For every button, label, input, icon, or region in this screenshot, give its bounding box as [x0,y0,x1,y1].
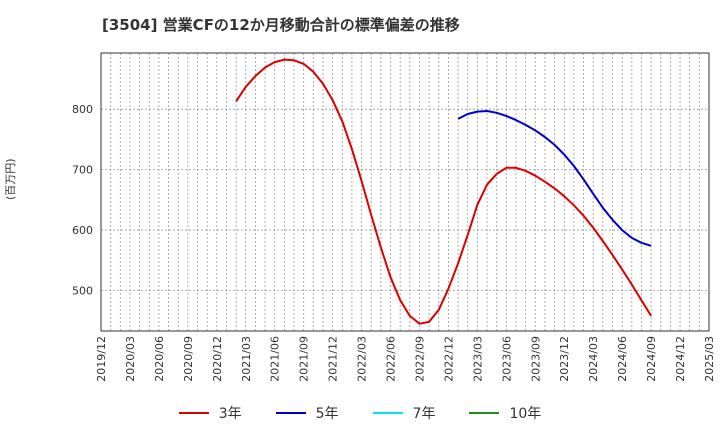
x-tick-label: 2021/09 [298,336,311,382]
x-tick-label: 2022/06 [385,336,398,382]
x-tick-label: 2024/03 [587,336,600,382]
x-tick-label: 2020/03 [124,336,137,382]
x-tick-label: 2021/06 [269,336,282,382]
legend-item: 7年 [372,403,436,423]
x-tick-label: 2023/03 [471,336,484,382]
gridlines [101,53,709,331]
x-tick-label: 2020/06 [153,336,166,382]
x-tick-label: 2024/06 [616,336,629,382]
series-line-1 [457,110,652,247]
x-tick-label: 2025/03 [703,336,716,382]
y-tick-label: 800 [72,103,93,116]
legend: 3年 5年 7年 10年 [0,403,720,423]
x-tick-label: 2022/12 [442,336,455,382]
legend-item: 10年 [469,403,541,423]
legend-swatch [469,412,500,414]
x-tick-label: 2020/09 [182,336,195,382]
y-tick-label: 700 [72,164,93,177]
legend-label: 10年 [509,406,542,422]
x-tick-label: 2023/09 [529,336,542,382]
plot-area [101,53,709,331]
y-tick-labels: 500 600 700 800 [72,103,93,297]
legend-swatch [275,412,306,414]
legend-item: 5年 [275,403,339,423]
x-tick-label: 2022/03 [356,336,369,382]
x-tick-label: 2024/09 [645,336,658,382]
x-tick-label: 2023/12 [558,336,571,382]
series-line-0 [235,58,652,325]
x-tick-label: 2020/12 [211,336,224,382]
x-tick-labels: 2019/12 2020/03 2020/06 2020/09 2020/12 2021/… [95,336,716,382]
x-tick-label: 2021/12 [327,336,340,382]
chart-title: [3504] 営業CFの12か月移動合計の標準偏差の推移 [102,16,460,34]
y-tick-label: 500 [72,285,93,298]
x-tick-label: 2022/09 [413,336,426,382]
y-tick-label: 600 [72,224,93,237]
x-tick-label: 2021/03 [240,336,253,382]
legend-swatch [372,412,403,414]
x-tick-label: 2023/06 [500,336,513,382]
legend-label: 7年 [412,406,436,422]
plot-frame [100,52,710,332]
legend-item: 3年 [178,403,242,423]
legend-label: 3年 [218,406,242,422]
legend-label: 5年 [315,406,339,422]
line-chart: 500 600 700 800 2019/12 2020/03 2020/06 2020/0… [72,52,716,382]
x-tick-label: 2019/12 [95,336,108,382]
x-tick-label: 2024/12 [674,336,687,382]
series-lines [235,58,652,325]
legend-swatch [178,412,209,414]
